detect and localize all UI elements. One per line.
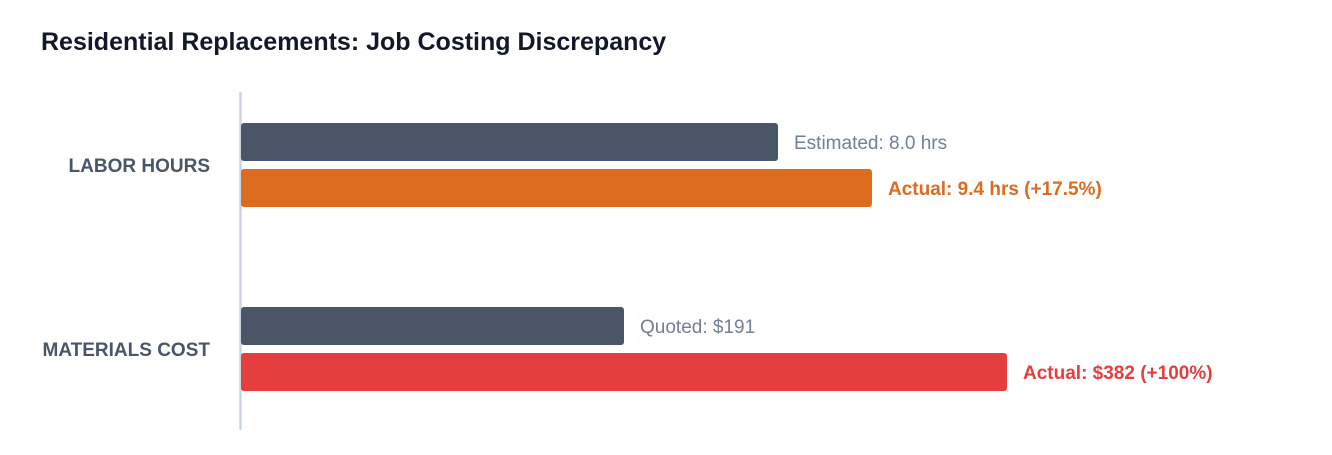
actual-bar: [241, 169, 872, 207]
bar-groups: LABOR HOURS Estimated: 8.0 hrs Actual: 9.4…: [43, 123, 1213, 391]
estimate-value-label: Estimated: 8.0 hrs: [794, 133, 947, 154]
bar-group: LABOR HOURS Estimated: 8.0 hrs Actual: 9.4…: [69, 123, 1102, 207]
estimate-bar: [241, 123, 778, 161]
estimate-bar: [241, 307, 624, 345]
actual-bar: [241, 353, 1007, 391]
actual-value-label: Actual: $382 (+100%): [1023, 363, 1213, 384]
estimate-value-label: Quoted: $191: [640, 317, 755, 338]
chart-title: Residential Replacements: Job Costing Di…: [41, 28, 667, 56]
category-label: MATERIALS COST: [43, 340, 211, 361]
bar-group: MATERIALS COST Quoted: $191 Actual: $382 (…: [43, 307, 1213, 391]
actual-value-label: Actual: 9.4 hrs (+17.5%): [888, 179, 1102, 200]
category-label: LABOR HOURS: [69, 156, 210, 177]
